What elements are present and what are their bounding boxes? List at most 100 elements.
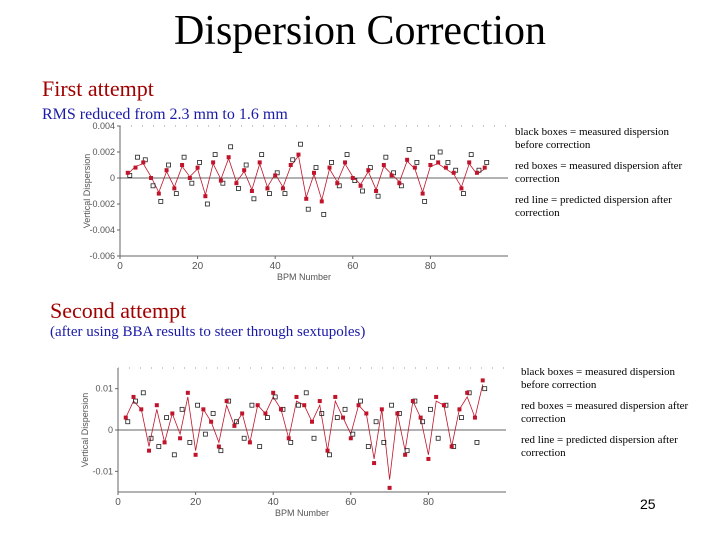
black-box-point bbox=[327, 452, 332, 458]
red-box-point bbox=[374, 189, 379, 193]
slide-title: Dispersion Correction bbox=[173, 8, 547, 54]
red-box-point bbox=[271, 390, 276, 395]
red-box-point bbox=[147, 448, 152, 453]
red-box-point bbox=[350, 176, 355, 180]
black-box-point bbox=[243, 162, 249, 168]
black-box-point bbox=[210, 411, 216, 416]
red-box-point bbox=[247, 440, 252, 445]
black-box-point bbox=[414, 160, 420, 165]
red-box-point bbox=[418, 415, 423, 420]
black-box-point bbox=[389, 402, 395, 408]
black-box-point bbox=[189, 180, 195, 186]
black-box-point bbox=[311, 435, 317, 441]
red-box-point bbox=[240, 411, 245, 416]
black-box-point bbox=[241, 435, 247, 441]
black-box-point bbox=[197, 160, 203, 165]
legend-red-line: red line = predicted dispersion after co… bbox=[515, 194, 672, 219]
black-box-point bbox=[150, 183, 156, 189]
black-box-point bbox=[321, 212, 327, 217]
first-attempt-subheading: RMS reduced from 2.3 mm to 1.6 mm bbox=[42, 106, 288, 123]
y-tick-label: -0.006 bbox=[89, 251, 115, 261]
black-box-point bbox=[125, 419, 131, 425]
red-box-point bbox=[185, 390, 190, 395]
red-box-point bbox=[480, 378, 485, 383]
black-box-point bbox=[212, 152, 218, 157]
legend-second-attempt: black boxes = measured dispersion before… bbox=[521, 366, 696, 468]
black-box-point bbox=[406, 147, 412, 152]
red-box-point bbox=[312, 170, 316, 175]
x-tick-label: 0 bbox=[117, 261, 123, 272]
red-box-point bbox=[465, 390, 470, 395]
black-box-point bbox=[156, 444, 162, 449]
red-box-point bbox=[288, 163, 293, 167]
black-box-point bbox=[313, 165, 319, 170]
x-axis-label: BPM Number bbox=[277, 272, 331, 280]
red-box-point bbox=[428, 163, 433, 167]
black-box-point bbox=[288, 440, 294, 445]
red-box-point bbox=[325, 448, 330, 453]
black-box-point bbox=[484, 160, 490, 165]
black-box-point bbox=[404, 448, 410, 454]
red-box-point bbox=[457, 407, 462, 412]
red-box-point bbox=[172, 186, 177, 191]
red-box-point bbox=[164, 168, 169, 173]
y-tick-label: -0.004 bbox=[89, 225, 115, 235]
black-box-point bbox=[140, 390, 146, 396]
red-box-point bbox=[304, 196, 309, 201]
y-tick-label: 0.004 bbox=[92, 121, 115, 131]
red-box-point bbox=[203, 194, 208, 199]
black-box-point bbox=[274, 170, 280, 176]
red-box-point bbox=[467, 160, 472, 165]
red-box-point bbox=[395, 411, 400, 416]
red-box-point bbox=[436, 160, 441, 165]
black-box-point bbox=[342, 406, 348, 412]
red-box-point bbox=[125, 170, 130, 175]
black-box-point bbox=[420, 419, 426, 425]
black-box-point bbox=[427, 406, 433, 412]
red-box-point bbox=[154, 403, 159, 408]
red-box-point bbox=[209, 419, 214, 424]
black-box-point bbox=[282, 191, 288, 196]
black-box-point bbox=[461, 191, 466, 196]
y-tick-label: -0.002 bbox=[89, 199, 115, 209]
red-box-point bbox=[286, 436, 291, 441]
red-box-point bbox=[273, 173, 278, 178]
red-box-point bbox=[149, 176, 154, 180]
legend-red-boxes: red boxes = measured dispersion after co… bbox=[515, 160, 683, 185]
red-box-point bbox=[319, 199, 324, 204]
black-box-point bbox=[358, 398, 363, 404]
red-box-point bbox=[472, 415, 477, 420]
black-box-point bbox=[435, 435, 441, 441]
black-box-point bbox=[272, 394, 278, 400]
second-attempt-heading: Second attempt bbox=[50, 298, 187, 323]
red-box-point bbox=[201, 407, 206, 412]
red-box-point bbox=[327, 165, 332, 170]
red-box-point bbox=[296, 152, 301, 157]
red-box-point bbox=[389, 173, 394, 178]
red-box-point bbox=[123, 415, 128, 420]
red-box-point bbox=[343, 160, 348, 165]
red-box-point bbox=[234, 181, 239, 186]
red-box-point bbox=[366, 168, 371, 173]
red-box-point bbox=[348, 436, 353, 441]
black-box-point bbox=[259, 152, 265, 157]
x-tick-label: 80 bbox=[425, 261, 437, 272]
black-box-point bbox=[164, 415, 169, 420]
red-box-point bbox=[232, 423, 237, 428]
black-box-point bbox=[204, 201, 210, 207]
red-box-point bbox=[364, 411, 369, 416]
red-box-point bbox=[141, 160, 146, 165]
red-box-point bbox=[449, 444, 454, 449]
red-box-point bbox=[226, 155, 231, 160]
black-box-point bbox=[305, 206, 311, 212]
red-box-point bbox=[156, 191, 161, 196]
red-box-point bbox=[278, 407, 283, 412]
red-box-point bbox=[387, 485, 392, 490]
red-box-point bbox=[265, 186, 270, 191]
black-box-point bbox=[173, 191, 179, 196]
black-box-point bbox=[228, 144, 234, 150]
red-box-point bbox=[133, 165, 138, 170]
red-box-point bbox=[178, 436, 183, 441]
y-axis-label: Vertical Dispersion bbox=[82, 154, 92, 229]
